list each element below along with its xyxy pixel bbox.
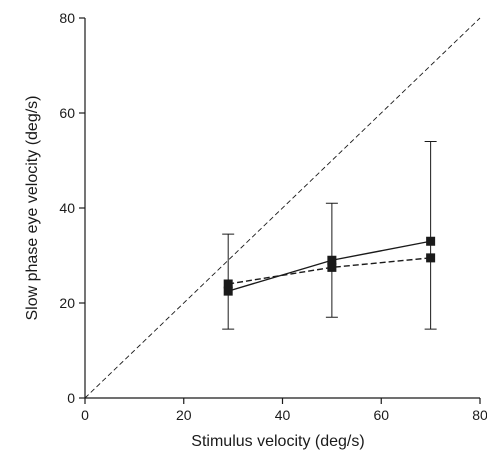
reference-line	[84, 17, 481, 399]
y-tick-label: 20	[59, 295, 75, 311]
y-tick-label: 80	[59, 10, 75, 26]
data-point-marker	[426, 236, 436, 246]
series-markers	[223, 236, 436, 296]
y-tick-label: 0	[67, 390, 75, 406]
unity-reference-line	[84, 17, 481, 399]
x-tick-label: 60	[373, 407, 389, 423]
x-tick-label: 0	[81, 407, 89, 423]
ticks: 0 20 40 60 80 0 20 40 60 80	[59, 10, 487, 423]
data-point-marker	[327, 255, 337, 265]
x-axis-title: Stimulus velocity (deg/s)	[191, 433, 364, 450]
data-point-marker	[223, 286, 233, 296]
data-point-marker	[223, 279, 233, 289]
y-tick-label: 40	[59, 200, 75, 216]
x-tick-label: 40	[275, 407, 291, 423]
y-tick-label: 60	[59, 105, 75, 121]
x-tick-label: 80	[472, 407, 487, 423]
data-point-marker	[426, 253, 436, 263]
x-tick-label: 20	[176, 407, 192, 423]
series-line-dashed	[228, 257, 431, 285]
data-point-marker	[327, 262, 337, 272]
y-axis-title: Slow phase eye velocity (deg/s)	[24, 96, 41, 321]
